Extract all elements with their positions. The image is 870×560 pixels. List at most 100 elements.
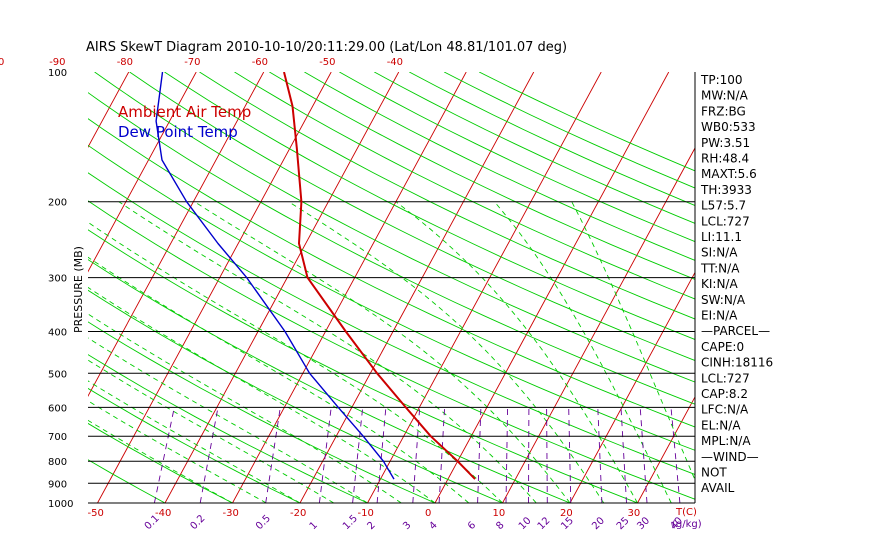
top-temp-tick-label: -90 <box>49 57 65 68</box>
top-temp-tick-label: -60 <box>252 57 268 68</box>
dry-adiabat <box>269 72 695 280</box>
pressure-tick-label: 200 <box>48 198 67 209</box>
dry-adiabat <box>88 118 695 428</box>
dry-adiabat <box>88 354 368 503</box>
stability-index: CAP:8.2 <box>701 387 748 401</box>
dry-adiabat <box>374 72 695 224</box>
mixing-ratio-line <box>376 407 387 503</box>
stability-index: LI:11.1 <box>701 230 742 244</box>
dry-adiabat <box>304 72 695 261</box>
mixing-ratio-label: 0.2 <box>189 513 208 532</box>
series-layer <box>155 72 476 480</box>
y-axis-label: PRESSURE (MB) <box>72 246 85 333</box>
dry-adiabat <box>234 72 695 300</box>
mixing-ratio-label: 10 <box>517 515 534 532</box>
dry-adiabat <box>478 72 695 172</box>
pressure-tick-label: 900 <box>48 479 67 490</box>
chart-title: AIRS SkewT Diagram 2010-10-10/20:11:29.0… <box>86 40 567 55</box>
isotherm-line <box>97 72 332 503</box>
mixing-ratio-line <box>505 407 509 503</box>
bottom-temp-tick-label: 0 <box>425 508 431 519</box>
stability-index: CINH:18116 <box>701 356 773 370</box>
isotherm-line <box>773 72 870 503</box>
stability-index: TH:3933 <box>700 183 752 197</box>
dry-adiabat <box>339 72 695 243</box>
dry-adiabat <box>88 259 571 503</box>
dry-adiabat <box>129 72 695 361</box>
stability-index: KI:N/A <box>701 277 738 291</box>
pressure-tick-label: 400 <box>48 327 67 338</box>
mixing-ratio-line <box>597 407 603 503</box>
stability-indices: TP:100MW:N/AFRZ:BGWB0:533PW:3.51RH:48.4M… <box>700 73 773 495</box>
x-axis-unit-label: T(C) <box>675 507 697 518</box>
pressure-tick-label: 700 <box>48 432 67 443</box>
stability-index: WB0:533 <box>701 120 756 134</box>
mixing-ratio-line <box>438 407 446 503</box>
mixing-ratio-line <box>568 407 572 503</box>
isotherm-line <box>637 396 695 503</box>
mixing-ratio-line <box>199 407 219 503</box>
stability-index: EL:N/A <box>701 418 741 432</box>
dry-adiabat <box>88 229 638 503</box>
isotherm-line <box>299 72 535 503</box>
stability-index: LCL:727 <box>701 371 750 385</box>
bottom-temp-tick-label: -40 <box>155 508 171 519</box>
top-temp-tick-label: -70 <box>184 57 200 68</box>
dry-adiabat <box>409 72 695 206</box>
dry-adiabat <box>164 72 695 340</box>
isotherm-line <box>840 72 870 503</box>
isotherm-line <box>232 72 467 503</box>
stability-index: PW:3.51 <box>701 136 750 150</box>
mixing-ratio-label: 4 <box>427 520 439 532</box>
mixing-unit-label: (g/kg) <box>672 519 702 530</box>
top-temp-tick-label: -50 <box>319 57 335 68</box>
dry-adiabat <box>88 321 436 503</box>
stability-index: LFC:N/A <box>701 403 749 417</box>
legend-air-temp: Ambient Air Temp <box>118 103 251 121</box>
isotherm-line <box>88 72 197 273</box>
mixing-ratio-label: 8 <box>494 520 506 532</box>
stability-index: NOT <box>701 466 727 480</box>
stability-index: TP:100 <box>700 73 743 87</box>
mixing-ratio-line <box>546 407 548 503</box>
pressure-tick-label: 600 <box>48 403 67 414</box>
bottom-temp-tick-label: -30 <box>223 508 239 519</box>
stability-index: MPL:N/A <box>701 434 751 448</box>
isotherm-line <box>434 72 670 503</box>
isotherm-line <box>502 147 695 503</box>
moist-adiabat <box>88 400 267 503</box>
mixing-ratio-line <box>670 407 681 503</box>
stability-index: FRZ:BG <box>701 104 746 118</box>
moist-adiabat <box>118 201 537 503</box>
pressure-tick-label: 800 <box>48 457 67 468</box>
moist-adiabat <box>494 201 672 503</box>
moist-adiabat <box>88 221 503 503</box>
moist-adiabat <box>88 419 233 503</box>
stability-index: —WIND— <box>701 450 759 464</box>
mixing-ratio-label: 0.5 <box>254 513 273 532</box>
mixing-ratio-line <box>265 407 281 503</box>
pressure-tick-label: 500 <box>48 369 67 380</box>
pressure-tick-label: 100 <box>48 68 67 79</box>
mixing-ratio-label: 20 <box>590 515 607 532</box>
mixing-ratio-line <box>318 407 332 503</box>
stability-index: SW:N/A <box>701 293 746 307</box>
bottom-temp-tick-label: -50 <box>88 508 104 519</box>
dry-adiabat <box>88 422 233 503</box>
bottom-temp-tick-label: 10 <box>493 508 506 519</box>
isotherm-line <box>367 72 602 503</box>
stability-index: RH:48.4 <box>701 152 749 166</box>
stability-index: —PARCEL— <box>701 324 770 338</box>
dry-adiabat <box>443 72 695 189</box>
mixing-ratio-line <box>352 407 364 503</box>
isotherm-line <box>569 271 695 503</box>
dry-adiabat <box>88 144 695 451</box>
mixing-ratio-line <box>153 407 175 503</box>
mixing-ratio-label: 3 <box>401 520 413 532</box>
stability-index: EI:N/A <box>701 309 738 323</box>
dry-adiabat <box>88 92 695 405</box>
pressure-tick-label: 1000 <box>48 499 73 510</box>
isobar-layer <box>88 72 696 504</box>
mixing-ratio-label: 12 <box>536 515 553 532</box>
mixing-ratio-label: 2 <box>365 520 377 532</box>
